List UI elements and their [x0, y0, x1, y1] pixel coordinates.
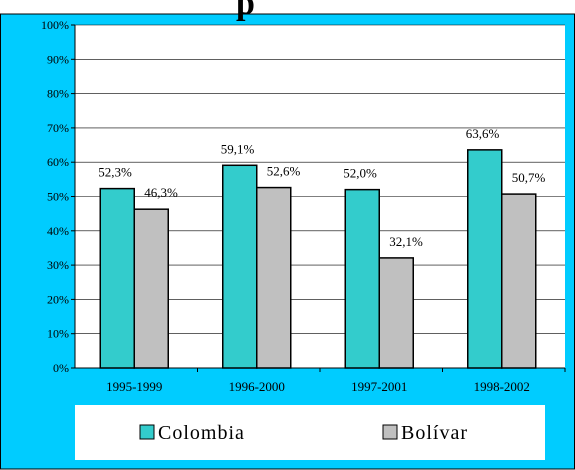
- data-label: 46,3%: [144, 185, 178, 200]
- y-axis-ticks: 0% 10% 20% 30% 40% 50% 60% 70% 80% 90% 100%: [41, 18, 75, 375]
- bar-colombia-3: [344, 188, 380, 369]
- bar-bolvar-1: [133, 208, 169, 369]
- legend: Colombia Bolívar: [75, 405, 545, 460]
- legend-label: Colombia: [158, 422, 245, 444]
- data-label: 52,3%: [98, 165, 132, 180]
- legend-swatch: [139, 424, 155, 440]
- bar-bolvar-2: [256, 186, 292, 369]
- y-tick-label: 80%: [47, 87, 69, 101]
- x-axis-categories: 1995-1999 1996-2000 1997-2001 1998-2002: [106, 368, 566, 394]
- bars: [99, 149, 537, 369]
- data-labels: 52,3% 46,3% 59,1% 52,6% 52,0% 32,1% 63,6% 50,7%: [98, 126, 545, 249]
- bar-bolvar-3: [378, 257, 414, 369]
- y-tick-label: 0%: [53, 361, 69, 375]
- bar-colombia-4: [467, 149, 503, 369]
- x-category-label: 1997-2001: [351, 379, 407, 394]
- bar-colombia-1: [99, 187, 135, 369]
- legend-swatch: [382, 424, 398, 440]
- y-tick-label: 90%: [47, 52, 69, 66]
- y-tick-label: 30%: [47, 258, 69, 272]
- y-tick-label: 40%: [47, 224, 69, 238]
- x-category-label: 1998-2002: [474, 379, 530, 394]
- x-category-label: 1995-1999: [106, 379, 162, 394]
- data-label: 32,1%: [389, 234, 423, 249]
- y-tick-label: 100%: [41, 18, 69, 32]
- bar-colombia-2: [222, 164, 258, 369]
- y-tick-label: 50%: [47, 190, 69, 204]
- y-tick-label: 60%: [47, 155, 69, 169]
- data-label: 52,0%: [343, 166, 377, 181]
- data-label: 63,6%: [466, 126, 500, 141]
- y-tick-label: 20%: [47, 292, 69, 306]
- y-tick-label: 70%: [47, 121, 69, 135]
- x-category-label: 1996-2000: [229, 379, 285, 394]
- y-tick-label: 10%: [47, 327, 69, 341]
- bar-bolvar-4: [501, 193, 537, 369]
- data-label: 50,7%: [512, 170, 546, 185]
- legend-label: Bolívar: [401, 422, 468, 444]
- data-label: 59,1%: [221, 141, 255, 156]
- data-label: 52,6%: [267, 164, 301, 179]
- chart-title-fragment: p: [236, 0, 255, 22]
